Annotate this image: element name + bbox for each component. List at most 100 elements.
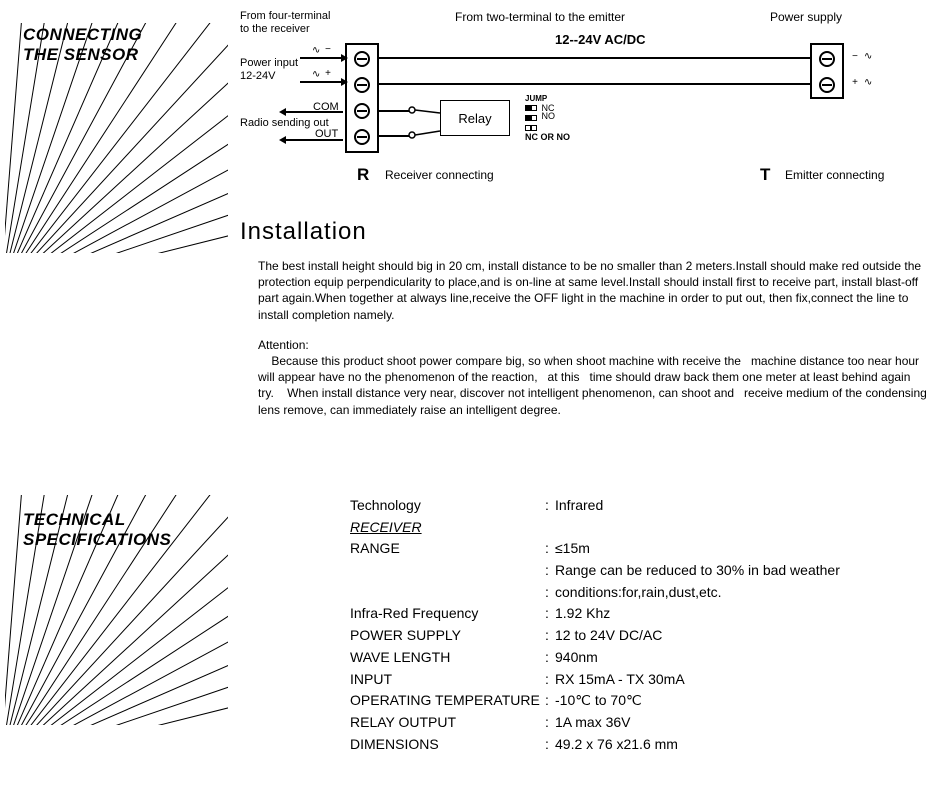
spec-value: Infrared xyxy=(555,495,935,517)
receiver-terminal-block xyxy=(345,43,379,153)
relay-box: Relay xyxy=(440,100,510,136)
spec-row: Infra-Red Frequency : 1.92 Khz xyxy=(350,603,935,625)
spec-colon: : xyxy=(545,625,555,647)
install-paragraph: The best install height should big in 20… xyxy=(258,258,928,323)
spec-colon: : xyxy=(545,734,555,756)
section1-title: CONNECTING THE SENSOR xyxy=(23,25,142,64)
t-text: Emitter connecting xyxy=(785,168,884,182)
spec-row: : Range can be reduced to 30% in bad wea… xyxy=(350,560,935,582)
minus-symbol: − ∿ xyxy=(852,51,872,63)
label-power-supply: Power supply xyxy=(770,10,842,24)
plus-symbol: + xyxy=(325,69,331,80)
spec-row: Technology : Infrared xyxy=(350,495,935,517)
wire xyxy=(379,135,410,137)
r-text: Receiver connecting xyxy=(385,168,494,182)
spec-value xyxy=(555,517,935,539)
ac-symbol: ∿ xyxy=(312,69,320,81)
spec-key: Technology xyxy=(350,495,545,517)
minus-symbol: − xyxy=(325,45,331,56)
spec-value: 12 to 24V DC/AC xyxy=(555,625,935,647)
spec-row: DIMENSIONS : 49.2 x 76 x21.6 mm xyxy=(350,734,935,756)
spec-key: RELAY OUTPUT xyxy=(350,712,545,734)
spec-value: RX 15mA - TX 30mA xyxy=(555,669,935,691)
spec-value: 49.2 x 76 x21.6 mm xyxy=(555,734,935,756)
arrow xyxy=(285,111,343,113)
spec-row: POWER SUPPLY : 12 to 24V DC/AC xyxy=(350,625,935,647)
spec-value: Range can be reduced to 30% in bad weath… xyxy=(555,560,935,582)
ncorno-label: NC OR NO xyxy=(525,133,570,143)
spec-key: WAVE LENGTH xyxy=(350,647,545,669)
wiring-diagram: From four-terminal to the receiver From … xyxy=(240,15,940,215)
spec-colon: : xyxy=(545,712,555,734)
relay-label: Relay xyxy=(458,111,491,126)
specs-table: Technology : Infrared RECEIVER RANGE : ≤… xyxy=(350,495,935,755)
screw-terminal xyxy=(819,51,835,67)
label-from-two: From two-terminal to the emitter xyxy=(455,10,625,24)
spec-colon: : xyxy=(545,495,555,517)
spec-colon: : xyxy=(545,690,555,712)
spec-row: : conditions:for,rain,dust,etc. xyxy=(350,582,935,604)
spec-value: -10℃ to 70℃ xyxy=(555,690,935,712)
wire xyxy=(379,110,410,112)
spec-row: RECEIVER xyxy=(350,517,935,539)
relay-contact xyxy=(408,103,442,139)
t-letter: T xyxy=(760,165,770,185)
section2-title: TECHNICAL SPECIFICATIONS xyxy=(23,510,171,549)
spec-value: conditions:for,rain,dust,etc. xyxy=(555,582,935,604)
wire xyxy=(379,57,810,59)
arrow xyxy=(300,57,342,59)
ac-symbol: ∿ xyxy=(312,45,320,57)
title-line: CONNECTING xyxy=(23,25,142,44)
spec-key: POWER SUPPLY xyxy=(350,625,545,647)
spec-row: INPUT : RX 15mA - TX 30mA xyxy=(350,669,935,691)
jump-selector: JUMP NC NO NC OR NO xyxy=(525,95,570,143)
spec-row: RELAY OUTPUT : 1A max 36V xyxy=(350,712,935,734)
spec-key: RECEIVER xyxy=(350,517,545,539)
screw-terminal xyxy=(819,77,835,93)
spec-key: OPERATING TEMPERATURE xyxy=(350,690,545,712)
spec-value: 940nm xyxy=(555,647,935,669)
specs-section: TECHNICAL SPECIFICATIONS Technology : In… xyxy=(0,495,950,785)
emitter-terminal-block xyxy=(810,43,844,99)
installation-body: The best install height should big in 20… xyxy=(258,258,928,418)
spec-row: WAVE LENGTH : 940nm xyxy=(350,647,935,669)
spec-colon: : xyxy=(545,560,555,582)
spec-row: RANGE : ≤15m xyxy=(350,538,935,560)
screw-terminal xyxy=(354,129,370,145)
spec-colon: : xyxy=(545,669,555,691)
spec-colon: : xyxy=(545,603,555,625)
no-label: NO xyxy=(542,111,556,121)
spec-colon: : xyxy=(545,538,555,560)
spec-key xyxy=(350,560,545,582)
title-line: THE SENSOR xyxy=(23,45,139,64)
label-from-four: From four-terminal to the receiver xyxy=(240,10,330,36)
spec-key: Infra-Red Frequency xyxy=(350,603,545,625)
title-line: TECHNICAL xyxy=(23,510,126,529)
installation-heading: Installation xyxy=(240,218,367,246)
label-voltage: 12--24V AC/DC xyxy=(555,32,646,47)
plus-symbol: + ∿ xyxy=(852,77,872,89)
spec-key: RANGE xyxy=(350,538,545,560)
spec-colon: : xyxy=(545,647,555,669)
connecting-section: CONNECTING THE SENSOR From four-terminal… xyxy=(0,0,950,470)
arrow xyxy=(300,81,342,83)
ray-graphic-bottom: TECHNICAL SPECIFICATIONS xyxy=(5,495,228,725)
spec-key: INPUT xyxy=(350,669,545,691)
spec-row: OPERATING TEMPERATURE : -10℃ to 70℃ xyxy=(350,690,935,712)
r-letter: R xyxy=(357,165,369,185)
spec-value: 1A max 36V xyxy=(555,712,935,734)
ray-graphic-top: CONNECTING THE SENSOR xyxy=(5,23,228,253)
spec-colon: : xyxy=(545,582,555,604)
label-power-input: Power input 12-24V xyxy=(240,57,298,83)
screw-terminal xyxy=(354,51,370,67)
spec-colon xyxy=(545,517,555,539)
title-line: SPECIFICATIONS xyxy=(23,530,171,549)
arrow xyxy=(285,139,343,141)
attention-label: Attention: xyxy=(258,338,309,352)
spec-value: ≤15m xyxy=(555,538,935,560)
screw-terminal xyxy=(354,77,370,93)
screw-terminal xyxy=(354,103,370,119)
spec-value: 1.92 Khz xyxy=(555,603,935,625)
install-paragraph: Because this product shoot power compare… xyxy=(258,354,930,417)
wire xyxy=(379,83,810,85)
